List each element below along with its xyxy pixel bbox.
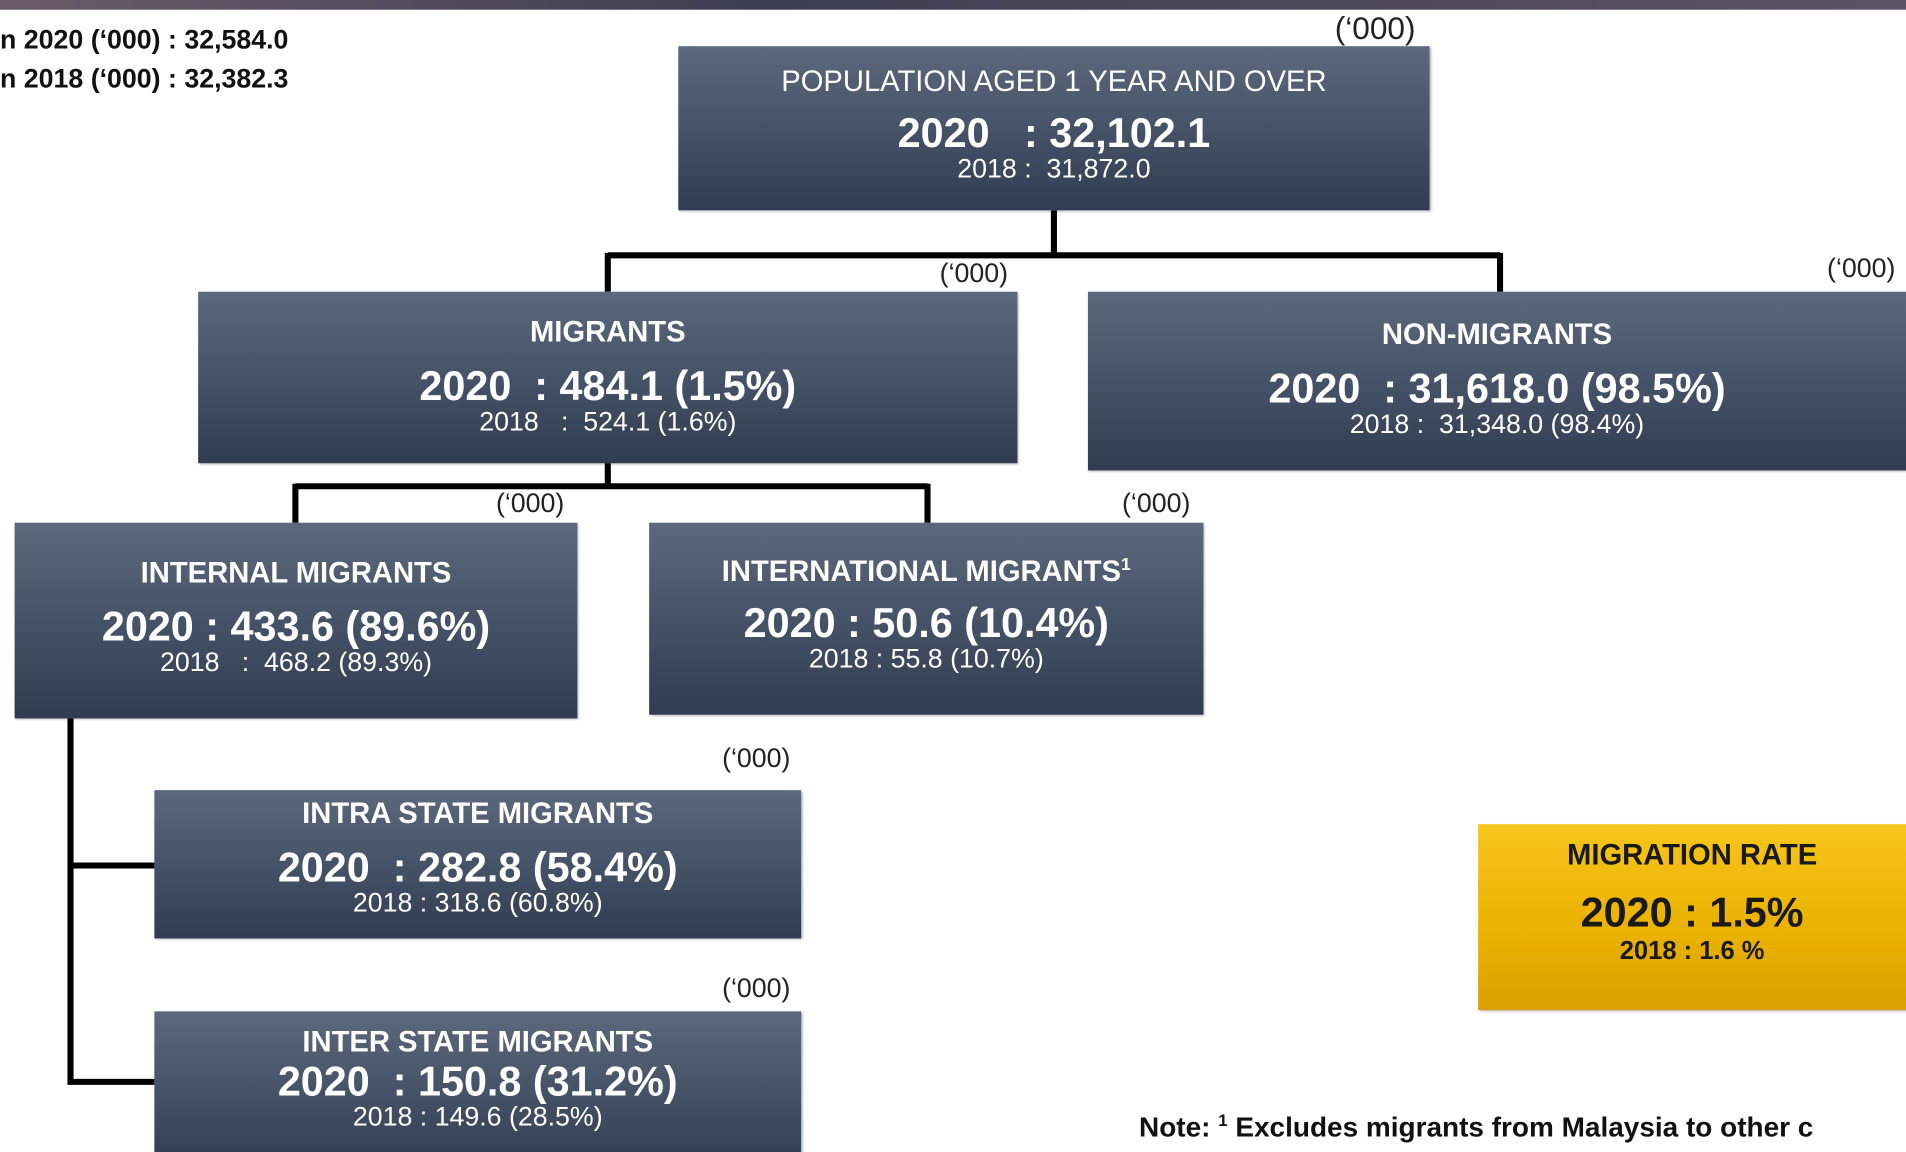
unit-label: (‘000) [1121,487,1191,518]
node-title: INTER STATE MIGRANTS [302,1025,654,1059]
node-title-text: INTERNATIONAL MIGRANTS [721,555,1122,589]
node: MIGRANTS 2020 : 484.1 (1.5%) 2018 : 524.… [198,291,1018,464]
node-value-2018: 2018 : 468.2 (89.3%) [159,646,433,678]
node-value-2018: 2018 : 55.8 (10.7%) [808,643,1044,674]
rate-value-2018: 2018 : 1.6 % [1619,937,1765,966]
header-line: n 2018 (‘000) : 32,382.3 [0,63,289,94]
unit-label: (‘000) [1827,252,1896,284]
unit-label: (‘000) [722,972,791,1003]
node-value-2020: 2020 : 31,618.0 (98.5%) [1268,365,1726,413]
note: Note: 1 Excludes migrants from Malaysia … [1139,1111,1813,1144]
node-value-2018: 2018 : 524.1 (1.6%) [479,406,737,437]
unit-label: (‘000) [1334,9,1416,47]
node-value-2020: 2020 : 32,102.1 [897,110,1211,157]
unit-label: (‘000) [722,742,791,774]
connector [67,718,155,1085]
node-value-2018: 2018 : 149.6 (28.5%) [352,1101,603,1132]
unit-label: (‘000) [939,257,1009,289]
node-value-2020: 2020 : 282.8 (58.4%) [277,844,678,892]
node-value-2020: 2020 : 150.8 (31.2%) [277,1058,678,1105]
note-text: Excludes migrants from Malaysia to other… [1227,1111,1814,1143]
node: INTER STATE MIGRANTS 2020 : 150.8 (31.2%… [154,1011,802,1152]
node: INTERNATIONAL MIGRANTS1 2020 : 50.6 (10.… [649,522,1204,715]
node-title: INTERNAL MIGRANTS [140,556,452,590]
top-bar [0,0,1906,10]
node-title: POPULATION AGED 1 YEAR AND OVER [781,65,1327,99]
rate-value-2020: 2020 : 1.5% [1580,889,1804,937]
node: NON-MIGRANTS 2020 : 31,618.0 (98.5%) 201… [1087,291,1906,471]
header-line: n 2020 (‘000) : 32,584.0 [0,24,289,55]
node: INTRA STATE MIGRANTS 2020 : 282.8 (58.4%… [154,790,802,939]
footnote-mark: 1 [1121,555,1131,575]
node-value-2020: 2020 : 433.6 (89.6%) [101,604,491,651]
node: POPULATION AGED 1 YEAR AND OVER 2020 : 3… [678,46,1430,211]
node-value-2018: 2018 : 31,872.0 [957,153,1151,184]
rate-box: MIGRATION RATE 2020 : 1.5% 2018 : 1.6 % [1478,824,1906,1011]
node-title: INTRA STATE MIGRANTS [302,797,654,831]
footnote-mark: 1 [1218,1111,1228,1130]
connector [292,463,931,523]
node-value-2020: 2020 : 484.1 (1.5%) [419,363,797,410]
node-title: MIGRANTS [530,316,686,349]
node-value-2020: 2020 : 50.6 (10.4%) [743,600,1109,647]
unit-label: (‘000) [495,487,565,518]
node: INTERNAL MIGRANTS 2020 : 433.6 (89.6%) 2… [14,522,578,719]
connector [604,210,1504,292]
node-value-2018: 2018 : 318.6 (60.8%) [352,887,603,918]
node-value-2018: 2018 : 31,348.0 (98.4%) [1349,408,1645,439]
rate-title: MIGRATION RATE [1567,838,1818,872]
note-prefix: Note: [1139,1111,1219,1143]
node-title: NON-MIGRANTS [1381,318,1613,352]
node-title: INTERNATIONAL MIGRANTS1 [649,556,1203,590]
